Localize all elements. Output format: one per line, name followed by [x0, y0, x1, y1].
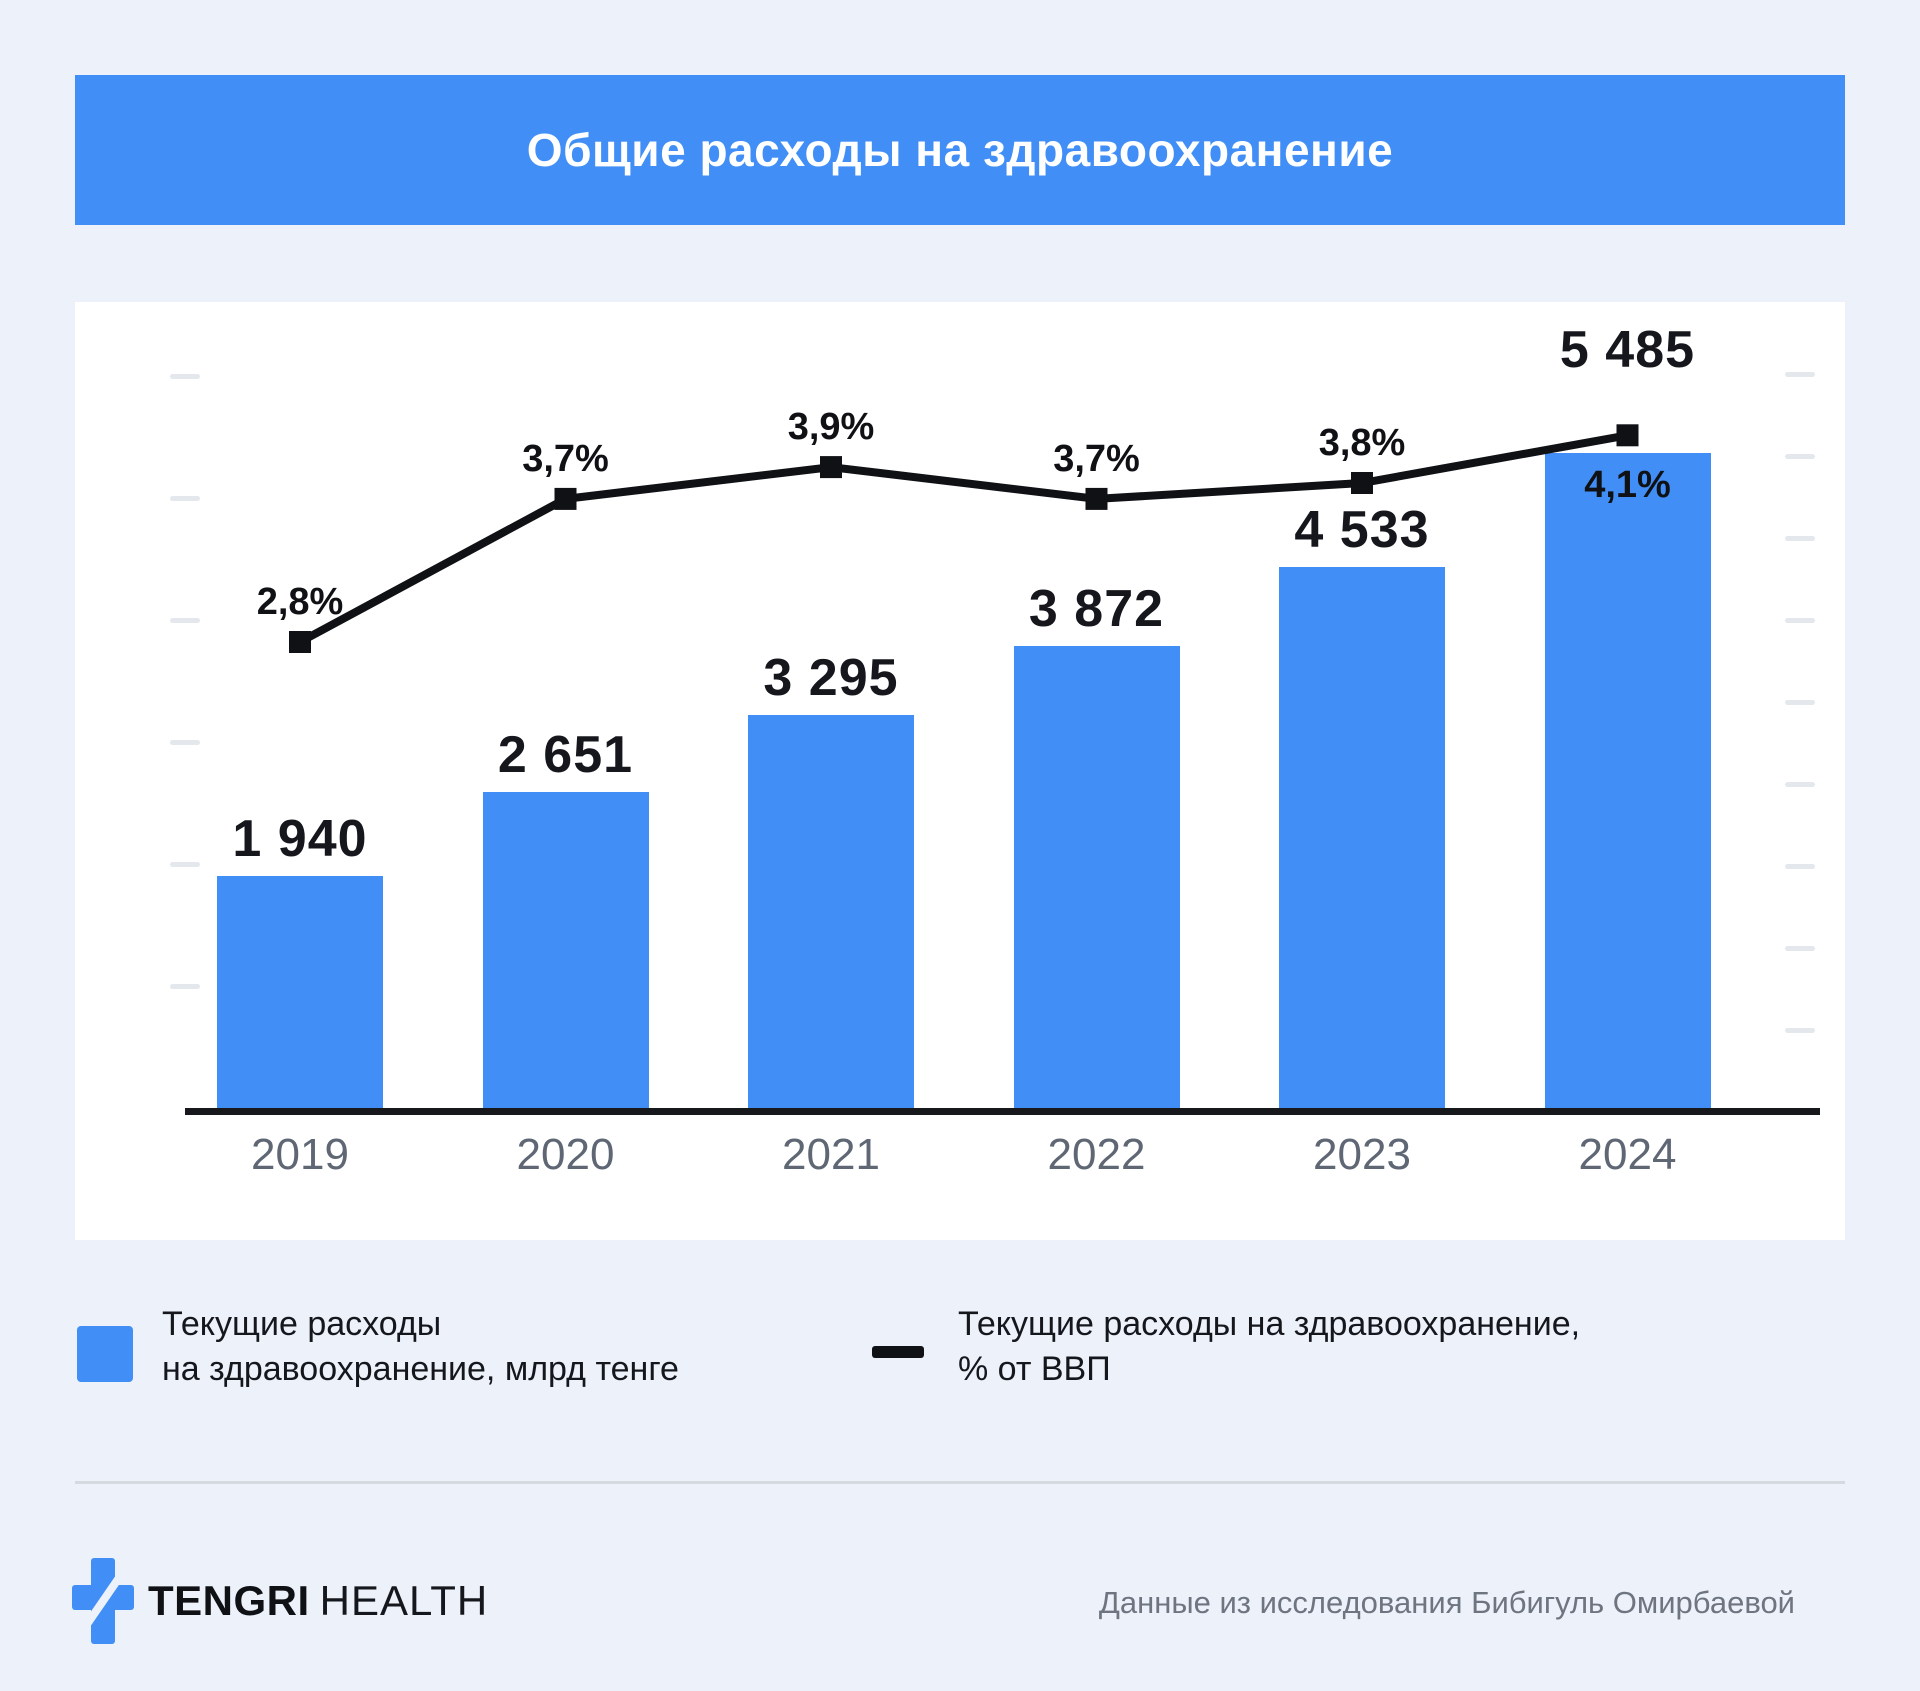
x-axis-label-2021: 2021 — [782, 1130, 880, 1179]
gdp-line-label-2021: 3,9% — [787, 406, 875, 449]
x-axis-label-2020: 2020 — [516, 1130, 615, 1179]
x-axis-label-2023: 2023 — [1313, 1130, 1411, 1179]
x-axis-label-2019: 2019 — [251, 1130, 349, 1179]
right-axis-tick — [1785, 372, 1815, 377]
tengri-health-logo-icon — [72, 1558, 134, 1644]
left-axis-tick — [170, 862, 200, 867]
bar-value-label-2019: 1 940 — [232, 810, 368, 869]
right-axis-tick — [1785, 536, 1815, 541]
left-axis-tick — [170, 374, 200, 379]
chart-title: Общие расходы на здравоохранение — [526, 124, 1394, 176]
legend-label-bars: Текущие расходы на здравоохранение, млрд… — [162, 1302, 679, 1392]
legend-label-bars-line1: Текущие расходы — [162, 1305, 442, 1343]
bar-2019 — [217, 876, 383, 1108]
bar-2022 — [1013, 645, 1180, 1108]
right-axis-tick — [1785, 618, 1815, 623]
chart-title-banner: Общие расходы на здравоохранение — [75, 75, 1845, 225]
plot-area: 1 940 2019 2 651 2020 3 295 2021 3 872 2022 4 53… — [75, 302, 1845, 1240]
bar-2020 — [482, 791, 649, 1108]
gdp-line-marker-2019 — [289, 631, 311, 653]
brand-name-secondary: HEALTH — [319, 1577, 489, 1624]
bar-2024 — [1544, 453, 1711, 1108]
right-axis-tick — [1785, 1028, 1815, 1033]
x-axis-line — [185, 1108, 1820, 1115]
right-axis-tick — [1785, 864, 1815, 869]
bar-value-label-2021: 3 295 — [763, 648, 899, 707]
right-axis-tick — [1785, 782, 1815, 787]
data-source-note: Данные из исследования Бибигуль Омирбаев… — [1098, 1585, 1795, 1620]
bar-value-label-2022: 3 872 — [1028, 579, 1165, 638]
right-axis-tick — [1785, 946, 1815, 951]
legend-label-line: Текущие расходы на здравоохранение, % от… — [958, 1302, 1580, 1392]
chart-card: 1 940 2019 2 651 2020 3 295 2021 3 872 2022 4 53… — [75, 302, 1845, 1240]
gdp-line-label-2023: 3,8% — [1318, 422, 1406, 464]
bar-value-label-2024: 5 485 — [1559, 321, 1696, 380]
legend-bar-swatch — [77, 1326, 133, 1382]
gdp-line-marker-2023 — [1351, 472, 1373, 494]
right-axis-tick — [1785, 454, 1815, 459]
gdp-line-marker-2021 — [820, 456, 842, 479]
gdp-line-label-2019: 2,8% — [256, 581, 344, 623]
legend-label-line-line2: % от ВВП — [958, 1350, 1111, 1388]
legend-label-bars-line2: на здравоохранение, млрд тенге — [162, 1350, 679, 1388]
left-axis-tick — [170, 740, 200, 745]
footer-divider — [75, 1481, 1845, 1484]
bar-2021 — [748, 714, 914, 1108]
bar-value-label-2020: 2 651 — [497, 725, 634, 784]
gdp-line-label-2020: 3,7% — [522, 437, 609, 480]
x-axis-label-2022: 2022 — [1047, 1130, 1146, 1179]
brand-logo: TENGRI HEALTH — [72, 1556, 488, 1646]
bar-2023 — [1279, 567, 1445, 1108]
legend-line-swatch — [872, 1346, 924, 1358]
left-axis-tick — [170, 496, 200, 501]
gdp-line-marker-2024 — [1616, 424, 1639, 447]
gdp-line-marker-2022 — [1085, 487, 1108, 510]
gdp-line-label-2024: 4,1% — [1584, 464, 1671, 507]
left-axis-tick — [170, 984, 200, 989]
left-axis-tick — [170, 618, 200, 623]
x-axis-label-2024: 2024 — [1578, 1130, 1677, 1179]
bar-value-label-2023: 4 533 — [1294, 501, 1430, 560]
legend-label-line-line1: Текущие расходы на здравоохранение, — [958, 1305, 1581, 1343]
right-axis-tick — [1785, 700, 1815, 705]
brand-name-primary: TENGRI — [148, 1577, 310, 1624]
gdp-line-label-2022: 3,7% — [1053, 437, 1140, 480]
gdp-line-marker-2020 — [554, 487, 577, 510]
